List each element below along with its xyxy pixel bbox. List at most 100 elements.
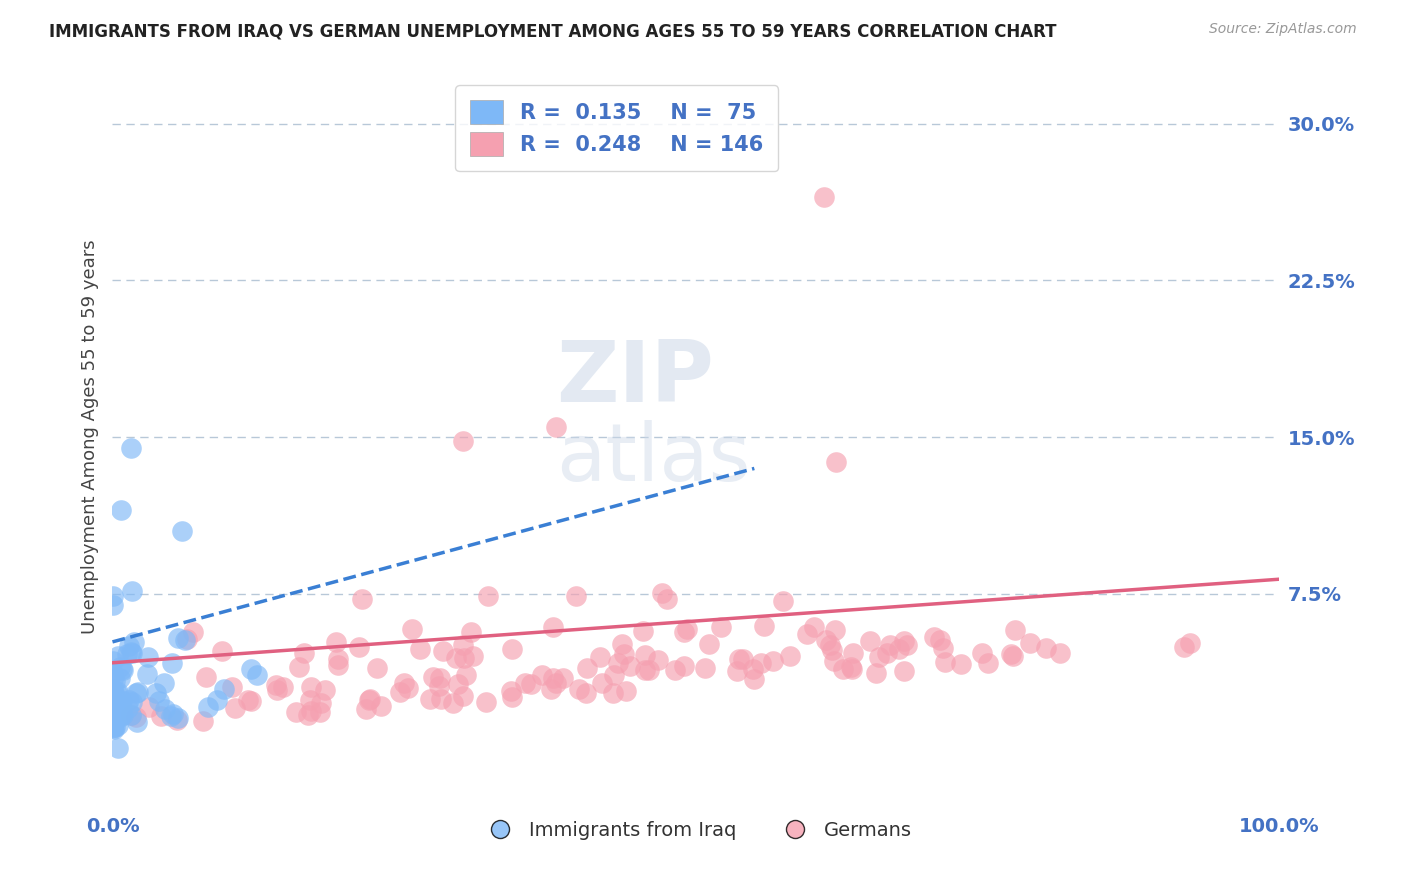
Point: [1173, 640, 1195, 654]
Point: [107, 695, 129, 709]
Point: [803, 620, 825, 634]
Point: [396, 681, 419, 695]
Point: [540, 682, 562, 697]
Point: [429, 692, 451, 706]
Point: [101, 720, 124, 734]
Point: [101, 589, 124, 603]
Point: [120, 708, 142, 723]
Point: [893, 664, 915, 678]
Point: [211, 644, 233, 658]
Point: [101, 705, 124, 719]
Point: [1000, 647, 1022, 661]
Point: [101, 690, 124, 705]
Point: [731, 652, 754, 666]
Point: [796, 626, 818, 640]
Point: [576, 660, 599, 674]
Point: [104, 673, 127, 688]
Point: [865, 665, 887, 680]
Point: [111, 662, 134, 676]
Point: [103, 689, 125, 703]
Point: [501, 690, 523, 705]
Point: [101, 707, 124, 722]
Point: [326, 657, 349, 672]
Point: [429, 671, 451, 685]
Point: [813, 190, 835, 204]
Point: [1019, 636, 1042, 650]
Point: [107, 684, 129, 698]
Y-axis label: Unemployment Among Ages 55 to 59 years: Unemployment Among Ages 55 to 59 years: [80, 240, 98, 634]
Point: [172, 524, 194, 538]
Point: [110, 696, 132, 710]
Point: [977, 657, 1000, 671]
Point: [544, 419, 567, 434]
Point: [288, 660, 311, 674]
Point: [647, 652, 669, 666]
Point: [103, 682, 125, 697]
Point: [101, 672, 124, 686]
Point: [299, 693, 322, 707]
Point: [212, 682, 235, 697]
Point: [893, 633, 915, 648]
Point: [651, 585, 673, 599]
Point: [297, 708, 319, 723]
Text: ZIP: ZIP: [555, 337, 714, 420]
Point: [145, 686, 167, 700]
Point: [309, 696, 332, 710]
Point: [308, 705, 330, 719]
Point: [664, 664, 686, 678]
Point: [359, 692, 381, 706]
Point: [103, 722, 125, 736]
Point: [124, 635, 146, 649]
Point: [551, 671, 574, 685]
Point: [972, 646, 994, 660]
Point: [105, 694, 128, 708]
Point: [749, 657, 772, 671]
Text: Source: ZipAtlas.com: Source: ZipAtlas.com: [1209, 22, 1357, 37]
Point: [314, 682, 336, 697]
Point: [105, 711, 128, 725]
Point: [117, 701, 139, 715]
Point: [1004, 623, 1026, 637]
Point: [101, 654, 124, 668]
Point: [124, 710, 146, 724]
Point: [108, 704, 131, 718]
Point: [150, 709, 173, 723]
Point: [107, 718, 129, 732]
Point: [236, 693, 259, 707]
Point: [932, 640, 955, 655]
Point: [239, 694, 262, 708]
Point: [541, 620, 564, 634]
Point: [427, 679, 450, 693]
Point: [107, 648, 129, 663]
Point: [513, 676, 536, 690]
Point: [176, 632, 198, 647]
Point: [136, 650, 159, 665]
Point: [349, 640, 371, 654]
Point: [612, 637, 634, 651]
Text: IMMIGRANTS FROM IRAQ VS GERMAN UNEMPLOYMENT AMONG AGES 55 TO 59 YEARS CORRELATIO: IMMIGRANTS FROM IRAQ VS GERMAN UNEMPLOYM…: [49, 22, 1057, 40]
Point: [565, 589, 588, 603]
Point: [634, 663, 657, 677]
Point: [896, 638, 918, 652]
Point: [136, 667, 159, 681]
Point: [264, 678, 287, 692]
Point: [697, 637, 720, 651]
Point: [101, 719, 124, 733]
Point: [166, 631, 188, 645]
Point: [160, 709, 183, 723]
Point: [107, 741, 129, 756]
Point: [357, 693, 380, 707]
Point: [675, 622, 697, 636]
Point: [693, 661, 716, 675]
Point: [779, 648, 801, 663]
Point: [292, 646, 315, 660]
Point: [887, 642, 910, 657]
Point: [121, 584, 143, 599]
Point: [125, 715, 148, 730]
Point: [499, 684, 522, 698]
Point: [879, 638, 901, 652]
Point: [672, 625, 695, 640]
Point: [195, 670, 218, 684]
Point: [105, 686, 128, 700]
Point: [821, 642, 844, 657]
